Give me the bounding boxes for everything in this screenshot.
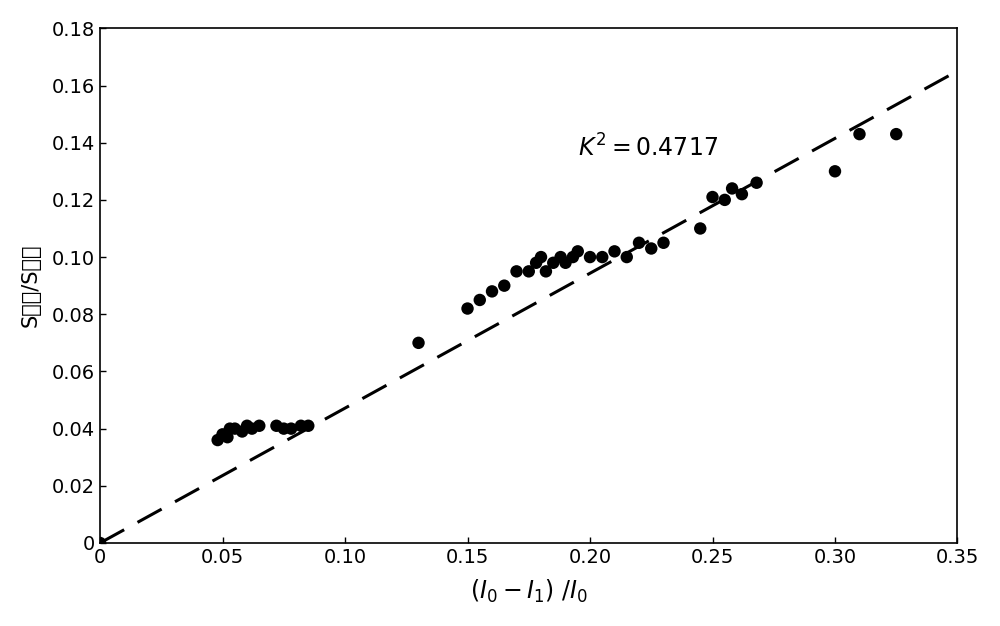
Point: [631, 238, 647, 248]
Point: [582, 252, 598, 262]
Text: $K^2 = 0.4717$: $K^2 = 0.4717$: [578, 135, 718, 162]
Point: [734, 189, 750, 199]
Point: [293, 421, 309, 431]
Point: [528, 258, 544, 268]
Point: [92, 538, 108, 548]
Point: [472, 295, 488, 305]
Point: [210, 435, 226, 445]
Point: [656, 238, 672, 248]
Point: [888, 129, 904, 139]
Point: [827, 167, 843, 177]
Point: [565, 252, 581, 262]
Point: [724, 183, 740, 193]
Point: [705, 192, 721, 202]
Point: [545, 258, 561, 268]
Point: [553, 252, 569, 262]
Point: [244, 424, 260, 434]
Point: [234, 426, 250, 436]
Point: [538, 266, 554, 276]
Point: [643, 244, 659, 254]
Point: [283, 424, 299, 434]
Point: [521, 266, 537, 276]
Point: [509, 266, 525, 276]
Point: [619, 252, 635, 262]
Point: [558, 258, 574, 268]
Point: [496, 280, 512, 290]
Point: [411, 338, 427, 348]
Point: [227, 424, 243, 434]
Point: [749, 178, 765, 188]
Point: [276, 424, 292, 434]
Point: [533, 252, 549, 262]
Y-axis label: S气泡/S声束: S气泡/S声束: [21, 244, 41, 327]
Point: [239, 421, 255, 431]
Point: [607, 247, 623, 257]
Point: [594, 252, 610, 262]
Point: [484, 286, 500, 296]
Point: [268, 421, 284, 431]
Point: [692, 223, 708, 233]
Point: [215, 429, 231, 439]
X-axis label: $( \mathit{I}_0 - \mathit{I}_1 )$ $/ \mathit{I}_0$: $( \mathit{I}_0 - \mathit{I}_1 )$ $/ \ma…: [470, 578, 588, 605]
Point: [300, 421, 316, 431]
Point: [222, 424, 238, 434]
Point: [219, 432, 235, 442]
Point: [717, 195, 733, 205]
Point: [570, 247, 586, 257]
Point: [251, 421, 267, 431]
Point: [851, 129, 867, 139]
Point: [460, 304, 476, 314]
